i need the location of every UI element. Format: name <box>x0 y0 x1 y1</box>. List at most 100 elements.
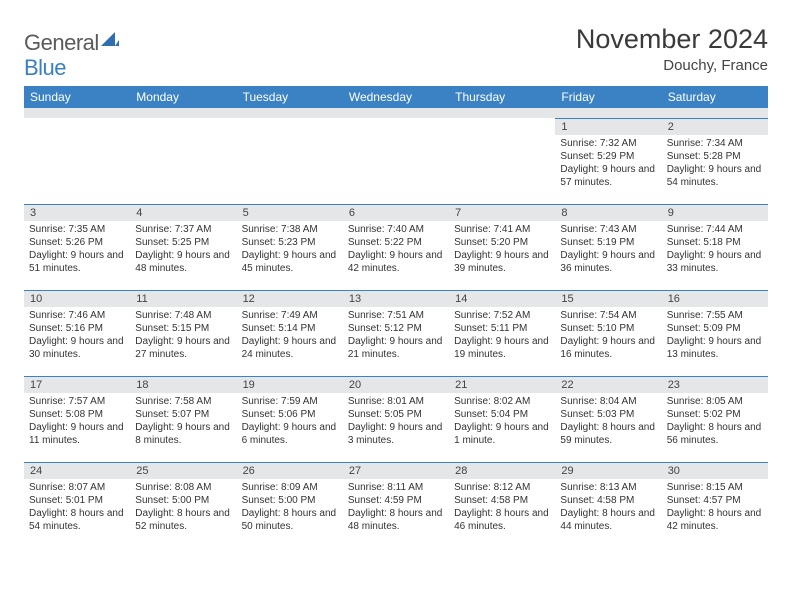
daylight-text: Daylight: 9 hours and 57 minutes. <box>560 163 656 189</box>
day-details: Sunrise: 7:46 AMSunset: 5:16 PMDaylight:… <box>24 307 130 366</box>
calendar-cell <box>237 118 343 204</box>
day-details: Sunrise: 7:58 AMSunset: 5:07 PMDaylight:… <box>130 393 236 452</box>
title-block: November 2024 Douchy, France <box>576 24 768 74</box>
sunrise-text: Sunrise: 7:55 AM <box>667 309 763 322</box>
day-number: 12 <box>237 291 343 307</box>
day-details: Sunrise: 7:35 AMSunset: 5:26 PMDaylight:… <box>24 221 130 280</box>
day-details: Sunrise: 7:54 AMSunset: 5:10 PMDaylight:… <box>555 307 661 366</box>
sunset-text: Sunset: 5:07 PM <box>135 408 231 421</box>
sunset-text: Sunset: 5:05 PM <box>348 408 444 421</box>
day-number: 28 <box>449 463 555 479</box>
day-details: Sunrise: 7:52 AMSunset: 5:11 PMDaylight:… <box>449 307 555 366</box>
sunrise-text: Sunrise: 8:04 AM <box>560 395 656 408</box>
sunset-text: Sunset: 5:16 PM <box>29 322 125 335</box>
daylight-text: Daylight: 9 hours and 21 minutes. <box>348 335 444 361</box>
sunrise-text: Sunrise: 7:58 AM <box>135 395 231 408</box>
weekday-header: Sunday <box>24 86 130 108</box>
calendar-cell: 7Sunrise: 7:41 AMSunset: 5:20 PMDaylight… <box>449 204 555 290</box>
calendar-cell: 2Sunrise: 7:34 AMSunset: 5:28 PMDaylight… <box>662 118 768 204</box>
sunset-text: Sunset: 5:19 PM <box>560 236 656 249</box>
day-details: Sunrise: 7:34 AMSunset: 5:28 PMDaylight:… <box>662 135 768 194</box>
day-details: Sunrise: 7:55 AMSunset: 5:09 PMDaylight:… <box>662 307 768 366</box>
sunset-text: Sunset: 4:58 PM <box>560 494 656 507</box>
daylight-text: Daylight: 9 hours and 11 minutes. <box>29 421 125 447</box>
day-number: 20 <box>343 377 449 393</box>
sunset-text: Sunset: 5:18 PM <box>667 236 763 249</box>
calendar-table: Sunday Monday Tuesday Wednesday Thursday… <box>24 86 768 548</box>
daylight-text: Daylight: 9 hours and 36 minutes. <box>560 249 656 275</box>
calendar-cell: 14Sunrise: 7:52 AMSunset: 5:11 PMDayligh… <box>449 290 555 376</box>
sunrise-text: Sunrise: 7:57 AM <box>29 395 125 408</box>
calendar-cell <box>24 118 130 204</box>
day-details: Sunrise: 8:05 AMSunset: 5:02 PMDaylight:… <box>662 393 768 452</box>
day-details: Sunrise: 8:09 AMSunset: 5:00 PMDaylight:… <box>237 479 343 538</box>
sunset-text: Sunset: 5:06 PM <box>242 408 338 421</box>
calendar-week-row: 17Sunrise: 7:57 AMSunset: 5:08 PMDayligh… <box>24 376 768 462</box>
day-number: 14 <box>449 291 555 307</box>
daylight-text: Daylight: 9 hours and 19 minutes. <box>454 335 550 361</box>
calendar-cell: 6Sunrise: 7:40 AMSunset: 5:22 PMDaylight… <box>343 204 449 290</box>
calendar-cell: 9Sunrise: 7:44 AMSunset: 5:18 PMDaylight… <box>662 204 768 290</box>
daylight-text: Daylight: 9 hours and 27 minutes. <box>135 335 231 361</box>
calendar-cell: 16Sunrise: 7:55 AMSunset: 5:09 PMDayligh… <box>662 290 768 376</box>
daylight-text: Daylight: 9 hours and 13 minutes. <box>667 335 763 361</box>
calendar-cell: 15Sunrise: 7:54 AMSunset: 5:10 PMDayligh… <box>555 290 661 376</box>
calendar-cell: 3Sunrise: 7:35 AMSunset: 5:26 PMDaylight… <box>24 204 130 290</box>
daylight-text: Daylight: 8 hours and 42 minutes. <box>667 507 763 533</box>
calendar-cell: 5Sunrise: 7:38 AMSunset: 5:23 PMDaylight… <box>237 204 343 290</box>
day-number: 11 <box>130 291 236 307</box>
day-details: Sunrise: 8:02 AMSunset: 5:04 PMDaylight:… <box>449 393 555 452</box>
day-details: Sunrise: 7:41 AMSunset: 5:20 PMDaylight:… <box>449 221 555 280</box>
sunset-text: Sunset: 5:26 PM <box>29 236 125 249</box>
daylight-text: Daylight: 9 hours and 42 minutes. <box>348 249 444 275</box>
sunset-text: Sunset: 5:09 PM <box>667 322 763 335</box>
day-number: 10 <box>24 291 130 307</box>
calendar-cell: 19Sunrise: 7:59 AMSunset: 5:06 PMDayligh… <box>237 376 343 462</box>
calendar-week-row: 10Sunrise: 7:46 AMSunset: 5:16 PMDayligh… <box>24 290 768 376</box>
daylight-text: Daylight: 9 hours and 16 minutes. <box>560 335 656 361</box>
day-details: Sunrise: 7:38 AMSunset: 5:23 PMDaylight:… <box>237 221 343 280</box>
daylight-text: Daylight: 9 hours and 3 minutes. <box>348 421 444 447</box>
daylight-text: Daylight: 8 hours and 56 minutes. <box>667 421 763 447</box>
calendar-week-row: 24Sunrise: 8:07 AMSunset: 5:01 PMDayligh… <box>24 462 768 548</box>
day-number: 25 <box>130 463 236 479</box>
sunrise-text: Sunrise: 8:13 AM <box>560 481 656 494</box>
sunset-text: Sunset: 5:00 PM <box>135 494 231 507</box>
day-number: 19 <box>237 377 343 393</box>
sunset-text: Sunset: 4:59 PM <box>348 494 444 507</box>
day-number: 26 <box>237 463 343 479</box>
day-number: 13 <box>343 291 449 307</box>
day-number: 16 <box>662 291 768 307</box>
day-details: Sunrise: 8:01 AMSunset: 5:05 PMDaylight:… <box>343 393 449 452</box>
sunrise-text: Sunrise: 8:15 AM <box>667 481 763 494</box>
day-number: 29 <box>555 463 661 479</box>
calendar-cell: 24Sunrise: 8:07 AMSunset: 5:01 PMDayligh… <box>24 462 130 548</box>
sunrise-text: Sunrise: 7:43 AM <box>560 223 656 236</box>
calendar-cell: 20Sunrise: 8:01 AMSunset: 5:05 PMDayligh… <box>343 376 449 462</box>
calendar-cell: 11Sunrise: 7:48 AMSunset: 5:15 PMDayligh… <box>130 290 236 376</box>
sunrise-text: Sunrise: 7:54 AM <box>560 309 656 322</box>
calendar-cell: 8Sunrise: 7:43 AMSunset: 5:19 PMDaylight… <box>555 204 661 290</box>
calendar-cell <box>449 118 555 204</box>
sunset-text: Sunset: 5:20 PM <box>454 236 550 249</box>
sunset-text: Sunset: 5:25 PM <box>135 236 231 249</box>
daylight-text: Daylight: 8 hours and 54 minutes. <box>29 507 125 533</box>
day-number: 3 <box>24 205 130 221</box>
calendar-cell: 12Sunrise: 7:49 AMSunset: 5:14 PMDayligh… <box>237 290 343 376</box>
calendar-cell: 10Sunrise: 7:46 AMSunset: 5:16 PMDayligh… <box>24 290 130 376</box>
daylight-text: Daylight: 9 hours and 39 minutes. <box>454 249 550 275</box>
daylight-text: Daylight: 9 hours and 8 minutes. <box>135 421 231 447</box>
calendar-cell: 22Sunrise: 8:04 AMSunset: 5:03 PMDayligh… <box>555 376 661 462</box>
day-number: 17 <box>24 377 130 393</box>
sunrise-text: Sunrise: 7:46 AM <box>29 309 125 322</box>
sunset-text: Sunset: 5:10 PM <box>560 322 656 335</box>
daylight-text: Daylight: 9 hours and 30 minutes. <box>29 335 125 361</box>
calendar-cell <box>343 118 449 204</box>
day-number: 9 <box>662 205 768 221</box>
day-details: Sunrise: 8:07 AMSunset: 5:01 PMDaylight:… <box>24 479 130 538</box>
sunrise-text: Sunrise: 7:41 AM <box>454 223 550 236</box>
logo-text-blue: Blue <box>24 55 66 80</box>
calendar-cell: 17Sunrise: 7:57 AMSunset: 5:08 PMDayligh… <box>24 376 130 462</box>
sunset-text: Sunset: 5:03 PM <box>560 408 656 421</box>
day-number: 18 <box>130 377 236 393</box>
